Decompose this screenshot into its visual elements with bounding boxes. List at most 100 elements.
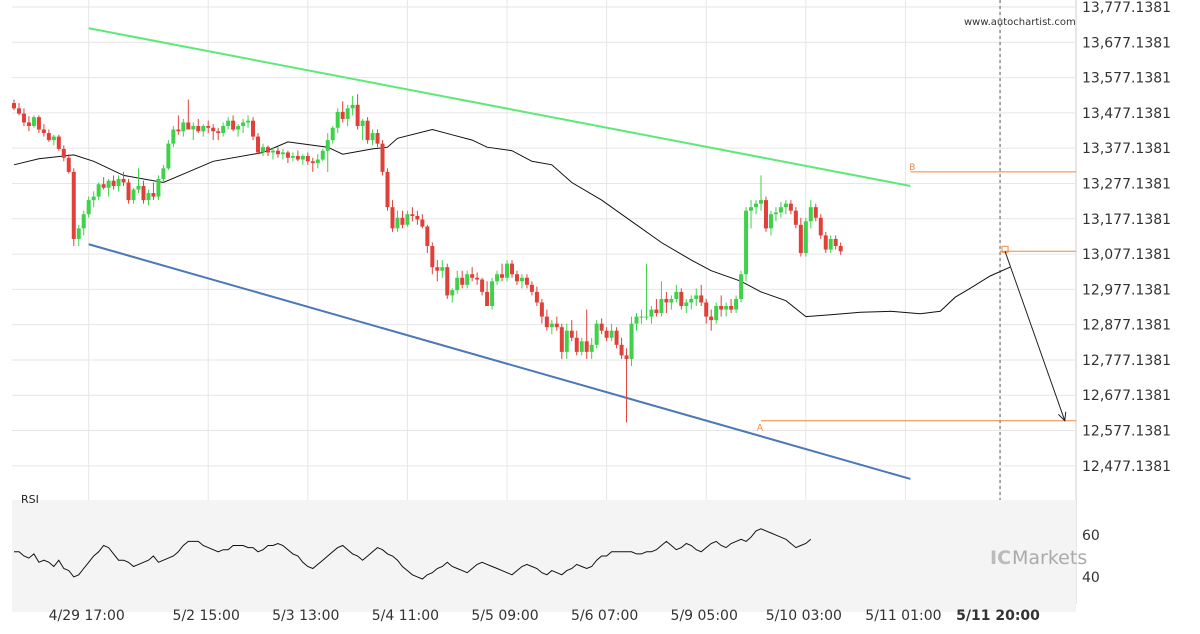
candle-body: [12, 103, 16, 109]
candle-body: [773, 212, 778, 215]
candle-body: [664, 298, 669, 303]
candle: [36, 115, 41, 134]
candle-body: [56, 136, 61, 149]
candle-body: [813, 207, 818, 218]
candle-body: [340, 111, 345, 119]
candle: [505, 260, 510, 282]
candle-body: [61, 148, 66, 158]
candle: [211, 124, 216, 141]
candle-body: [141, 185, 146, 201]
candle-body: [21, 113, 26, 123]
price-tick-label: 13,677.1381: [1082, 35, 1171, 51]
candle: [315, 154, 320, 169]
candle-body: [689, 298, 694, 303]
candle-body: [131, 189, 136, 201]
candle-body: [838, 245, 843, 252]
candle-body: [116, 178, 121, 186]
price-axis: 13,777.1381 13,677.1381 13,577.1381 13,477.…: [1082, 0, 1171, 586]
candle: [833, 235, 838, 250]
candle-body: [76, 228, 81, 239]
candle-body: [51, 136, 56, 141]
candle-body: [166, 143, 171, 169]
candle-body: [589, 344, 594, 352]
candle: [196, 118, 201, 134]
candle: [270, 147, 275, 160]
candle: [719, 295, 724, 317]
candle-body: [734, 298, 739, 310]
candle: [156, 175, 161, 201]
candle-body: [216, 131, 221, 134]
icmarkets-logo-markets: Markets: [1012, 547, 1087, 569]
candle-body: [529, 284, 534, 292]
candle-body: [574, 337, 579, 352]
candle: [81, 210, 86, 236]
candle: [256, 133, 261, 155]
candle-body: [171, 129, 176, 144]
price-tick-label: 13,277.1381: [1082, 176, 1171, 192]
candle-body: [111, 180, 116, 186]
candle: [51, 134, 56, 146]
candle-body: [450, 290, 455, 296]
candle: [86, 196, 91, 218]
candle-body: [714, 305, 719, 321]
price-tick-label: 13,577.1381: [1082, 71, 1171, 87]
candle-body: [609, 330, 614, 338]
candle-body: [514, 274, 519, 282]
resistance-line: [88, 27, 911, 187]
candle: [694, 288, 699, 306]
candle-body: [191, 125, 196, 130]
candle-body: [619, 344, 624, 356]
candle: [275, 147, 280, 158]
price-tick-label: 13,777.1381: [1082, 0, 1171, 16]
candle: [808, 200, 813, 229]
icmarkets-logo-ic: IC: [990, 547, 1011, 569]
candle-body: [744, 210, 749, 275]
candle-body: [594, 323, 599, 345]
candle: [704, 298, 709, 324]
candle-body: [833, 238, 838, 246]
candle: [510, 260, 514, 278]
candle-body: [669, 298, 674, 303]
candle: [71, 168, 76, 246]
candle-body: [96, 184, 101, 197]
candle: [465, 270, 470, 289]
candle-body: [684, 302, 689, 306]
candle-body: [724, 305, 729, 310]
candle-body: [36, 117, 41, 130]
candle: [604, 327, 609, 342]
candle-body: [320, 150, 325, 160]
candle: [480, 277, 485, 296]
candle-body: [674, 291, 679, 299]
candle: [609, 323, 614, 342]
candlesticks: [12, 94, 843, 423]
candle-body: [490, 281, 495, 306]
candle-body: [410, 214, 415, 216]
candle-body: [106, 180, 111, 188]
candle: [614, 327, 619, 349]
candle-body: [330, 127, 335, 141]
candle: [564, 323, 569, 359]
candle-body: [808, 207, 813, 222]
candle-body: [798, 224, 803, 254]
candle: [838, 242, 843, 255]
candle-body: [634, 316, 639, 324]
candle-body: [440, 267, 445, 271]
candle: [629, 316, 634, 366]
candle-body: [400, 217, 405, 225]
candle: [335, 108, 340, 134]
candle: [176, 115, 181, 135]
candle: [151, 182, 156, 201]
time-tick-label: 4/29 17:00: [49, 608, 125, 624]
price-tick-label: 12,877.1381: [1082, 318, 1171, 334]
candle-body: [599, 323, 604, 331]
candle: [798, 217, 803, 257]
candle-body: [26, 122, 31, 126]
candle: [709, 309, 714, 331]
candle: [390, 200, 395, 232]
candle: [729, 298, 734, 314]
candle-body: [544, 316, 549, 328]
candle-body: [66, 157, 71, 172]
candle: [400, 210, 405, 229]
candle-body: [176, 129, 181, 132]
candle-body: [305, 155, 310, 162]
